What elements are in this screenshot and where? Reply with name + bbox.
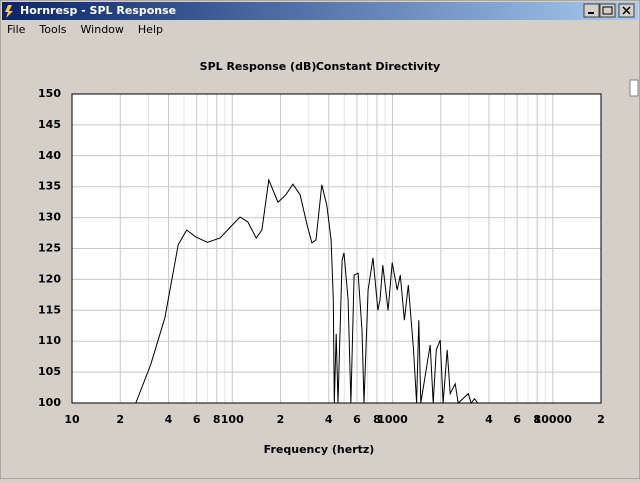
maximize-glyph <box>602 6 613 15</box>
x-tick-label: 1000 <box>377 413 408 426</box>
x-tick-label: 2 <box>437 413 445 426</box>
y-tick-label: 100 <box>38 396 61 409</box>
plot-border <box>71 93 602 404</box>
chart-subtitle: Constant Directivity <box>316 60 440 73</box>
y-tick-label: 105 <box>38 365 61 378</box>
y-tick-label: 120 <box>38 272 61 285</box>
y-tick-label: 115 <box>38 303 61 316</box>
y-tick-label: 125 <box>38 242 61 255</box>
window-title: Hornresp - SPL Response <box>20 4 176 17</box>
x-tick-label: 8 <box>213 413 221 426</box>
x-tick-label: 6 <box>513 413 521 426</box>
x-tick-label: 2 <box>277 413 285 426</box>
spl-curve <box>135 177 479 405</box>
menu-item[interactable]: Help <box>138 23 163 36</box>
y-tick-label: 145 <box>38 118 61 131</box>
y-tick-label: 135 <box>38 180 61 193</box>
x-tick-label: 100 <box>221 413 244 426</box>
menu-item[interactable]: Tools <box>38 23 66 36</box>
app-icon <box>5 5 13 18</box>
x-tick-label: 4 <box>485 413 493 426</box>
side-strip <box>629 79 639 97</box>
minimize-button[interactable] <box>583 3 600 18</box>
menu-bar: File Tools Window Help <box>7 23 163 36</box>
x-tick-label: 10 <box>64 413 80 426</box>
y-tick-label: 110 <box>38 334 61 347</box>
x-tick-label: 4 <box>165 413 173 426</box>
x-tick-label: 2 <box>116 413 124 426</box>
x-tick-label: 4 <box>325 413 333 426</box>
close-glyph <box>622 6 631 15</box>
x-tick-label: 10000 <box>534 413 573 426</box>
y-tick-label: 150 <box>38 87 61 100</box>
x-tick-label: 6 <box>193 413 201 426</box>
menu-item[interactable]: File <box>7 23 26 36</box>
x-tick-label: 6 <box>353 413 361 426</box>
chart-title: SPL Response (dB) <box>200 60 317 73</box>
x-tick-label: 8 <box>373 413 381 426</box>
menu-item[interactable]: Window <box>81 23 124 36</box>
x-axis-label: Frequency (hertz) <box>264 443 375 456</box>
maximize-button[interactable] <box>599 3 616 18</box>
title-bar <box>2 2 638 20</box>
y-tick-label: 130 <box>38 211 61 224</box>
window-buttons[interactable] <box>583 3 635 18</box>
y-tick-label: 140 <box>38 149 61 162</box>
x-tick-label: 8 <box>533 413 541 426</box>
x-tick-label: 2 <box>597 413 605 426</box>
